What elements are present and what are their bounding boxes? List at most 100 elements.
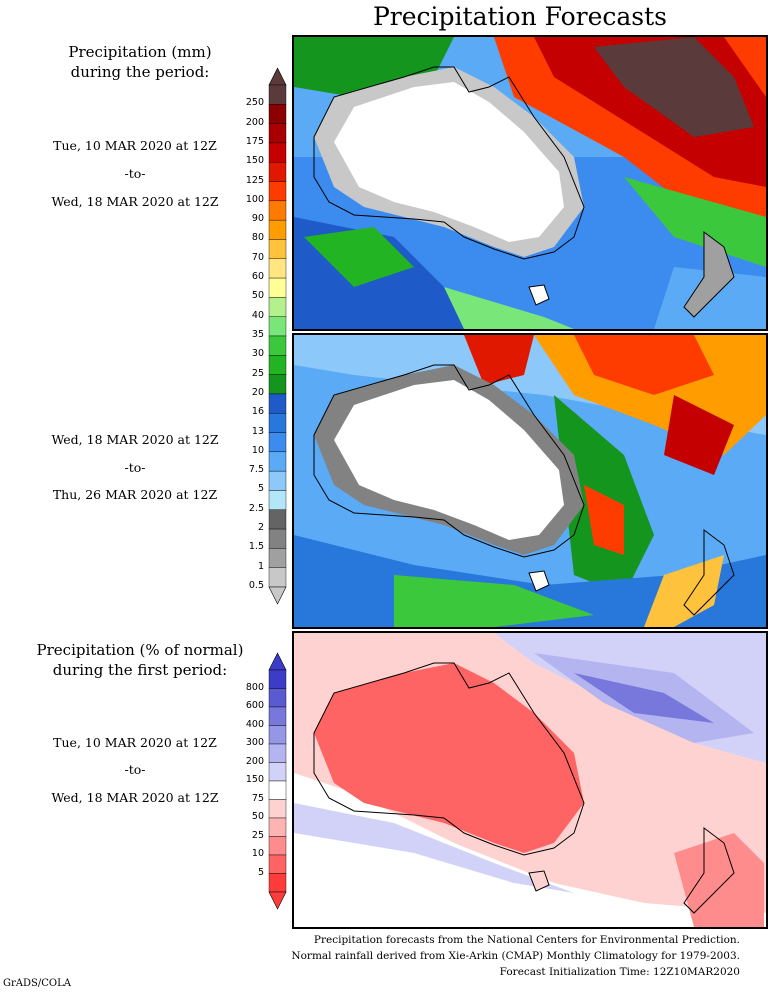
precip-mm-colorbar-swatch	[268, 181, 287, 202]
percent-normal-colorbar-swatch	[268, 743, 287, 763]
precip-mm-colorbar-tick-label: 90	[251, 213, 264, 225]
precip-mm-colorbar-swatch	[268, 509, 287, 530]
precip-mm-colorbar-tick-label: 25	[251, 367, 264, 379]
precip-mm-colorbar-swatch	[268, 104, 287, 124]
precip-mm-colorbar-swatch	[268, 393, 287, 414]
precip-heading-line1: Precipitation (mm)	[68, 43, 212, 61]
map-panel-percent-normal	[292, 631, 768, 929]
precip-mm-colorbar-tick-label: 200	[245, 116, 264, 128]
percent-normal-heading: Precipitation (% of normal) during the f…	[20, 640, 260, 680]
precip-mm-colorbar-tick-label: 10	[251, 444, 264, 456]
precip-mm-colorbar-swatch	[268, 142, 287, 163]
precip-mm-colorbar-swatch	[268, 374, 287, 395]
precip-mm-colorbar-tick-label: 150	[245, 155, 264, 167]
percent-normal-colorbar-tick-label: 600	[245, 700, 264, 711]
percent-normal-colorbar-tick-label: 200	[245, 755, 264, 767]
footer-line1: Precipitation forecasts from the Nationa…	[313, 934, 740, 946]
page-title: Precipitation Forecasts	[372, 2, 668, 31]
period1-sep: -to-	[124, 166, 146, 181]
percent-normal-colorbar-swatch	[268, 873, 287, 893]
precip-mm-colorbar-swatch	[268, 219, 287, 240]
map-panel-week1	[292, 35, 768, 331]
precip-mm-colorbar-tick-label: 2	[257, 522, 264, 534]
precip-mm-colorbar-swatch	[268, 490, 287, 510]
precip-mm-colorbar-tick-label: 2.5	[248, 502, 264, 514]
percent-normal-colorbar-swatch	[268, 836, 287, 856]
precip-mm-colorbar-swatch	[268, 84, 287, 105]
precip-mm-colorbar-swatch	[268, 258, 287, 279]
precip-mm-colorbar-swatch	[268, 355, 287, 375]
precip-mm-colorbar-swatch	[268, 567, 287, 588]
percent-normal-colorbar-tick-label: 10	[251, 848, 264, 859]
percent-normal-colorbar-tick-label: 75	[251, 792, 264, 804]
precip-mm-colorbar-tick-label: 80	[251, 232, 264, 244]
precip-mm-colorbar-swatch	[268, 470, 287, 491]
percent-normal-colorbar-svg	[268, 652, 287, 910]
precip-mm-colorbar-tick-label: 60	[251, 271, 264, 283]
period3-sep: -to-	[124, 762, 146, 777]
precip-mm-colorbar-swatch	[268, 297, 287, 317]
precip-mm-colorbar-swatch	[268, 451, 287, 472]
percent-normal-colorbar-tick-label: 300	[245, 737, 264, 748]
precip-mm-colorbar-tick-label: 35	[251, 329, 264, 340]
precip-mm-colorbar-tick-label: 250	[245, 97, 264, 109]
percent-normal-colorbar-tick-label: 50	[251, 811, 264, 822]
footer-line3: Forecast Initialization Time: 12Z10MAR20…	[499, 966, 740, 978]
precip-mm-colorbar-tick-label: 5	[257, 483, 264, 495]
precip-mm-colorbar-swatch	[268, 528, 287, 549]
percent-normal-colorbar-swatch	[268, 706, 287, 726]
precip-mm-colorbar-tick-label: 1	[257, 560, 264, 572]
percent-normal-colorbar-swatch	[268, 780, 287, 800]
precip-mm-colorbar-swatch	[268, 277, 287, 298]
footer-text: Precipitation forecasts from the Nationa…	[260, 932, 740, 980]
percent-normal-colorbar-swatch	[268, 688, 287, 708]
precip-mm-colorbar-swatch	[268, 432, 287, 453]
percent-normal-colorbar-swatch	[268, 762, 287, 782]
precip-mm-colorbar-tick-label: 40	[251, 309, 264, 321]
percent-normal-colorbar-swatch	[268, 854, 287, 874]
precip-mm-colorbar-swatch	[268, 335, 287, 356]
percent-normal-colorbar-bottom-arrow	[268, 891, 287, 910]
footer-line2: Normal rainfall derived from Xie-Arkin (…	[291, 950, 740, 962]
period1-start: Tue, 10 MAR 2020 at 12Z	[53, 138, 217, 153]
precip-mm-colorbar-swatch	[268, 413, 287, 433]
precip-heading-line2: during the period:	[70, 63, 210, 81]
precip-mm-colorbar-tick-label: 13	[251, 425, 264, 437]
percent-normal-colorbar-swatch	[268, 817, 287, 837]
period3-start: Tue, 10 MAR 2020 at 12Z	[53, 735, 217, 750]
precip-heading: Precipitation (mm) during the period:	[20, 42, 260, 82]
precip-mm-colorbar-swatch	[268, 123, 287, 144]
period2-sep: -to-	[124, 460, 146, 475]
period2-end: Thu, 26 MAR 2020 at 12Z	[52, 487, 218, 502]
precip-mm-colorbar-tick-label: 50	[251, 290, 264, 302]
precip-mm-colorbar-tick-label: 20	[251, 386, 264, 398]
percent-normal-colorbar-tick-label: 150	[245, 774, 264, 785]
period1-end: Wed, 18 MAR 2020 at 12Z	[51, 194, 219, 209]
percent-normal-colorbar-swatch	[268, 669, 287, 689]
precip-mm-colorbar-tick-label: 175	[245, 135, 264, 147]
percent-normal-colorbar-tick-label: 25	[251, 829, 264, 841]
precip-mm-colorbar-swatch	[268, 162, 287, 182]
precip-mm-colorbar-tick-label: 125	[245, 174, 264, 186]
percent-normal-colorbar-top-arrow	[268, 652, 287, 671]
credit: GrADS/COLA	[3, 978, 71, 989]
precip-mm-colorbar-svg	[268, 67, 287, 605]
precip-mm-colorbar-tick-label: 16	[251, 406, 264, 418]
precip-mm-colorbar-swatch	[268, 316, 287, 337]
precip-mm-colorbar-tick-label: 70	[251, 251, 264, 263]
percent-heading-line2: during the first period:	[52, 661, 228, 679]
percent-normal-colorbar-tick-label: 800	[245, 681, 264, 693]
percent-normal-colorbar-swatch	[268, 799, 287, 819]
precip-mm-colorbar-tick-label: 30	[251, 348, 264, 360]
precip-mm-colorbar-top-arrow	[268, 67, 287, 86]
precip-mm-colorbar-tick-label: 100	[245, 193, 264, 205]
percent-heading-line1: Precipitation (% of normal)	[36, 641, 244, 659]
precip-mm-colorbar-tick-label: 7.5	[248, 464, 264, 476]
percent-normal-colorbar-swatch	[268, 725, 287, 745]
precip-mm-colorbar-swatch	[268, 548, 287, 568]
precip-mm-colorbar-tick-label: 0.5	[248, 580, 264, 591]
map-panel-week2	[292, 333, 768, 629]
precip-mm-colorbar-swatch	[268, 200, 287, 221]
percent-normal-colorbar-tick-label: 5	[257, 866, 264, 878]
period3-end: Wed, 18 MAR 2020 at 12Z	[51, 790, 219, 805]
